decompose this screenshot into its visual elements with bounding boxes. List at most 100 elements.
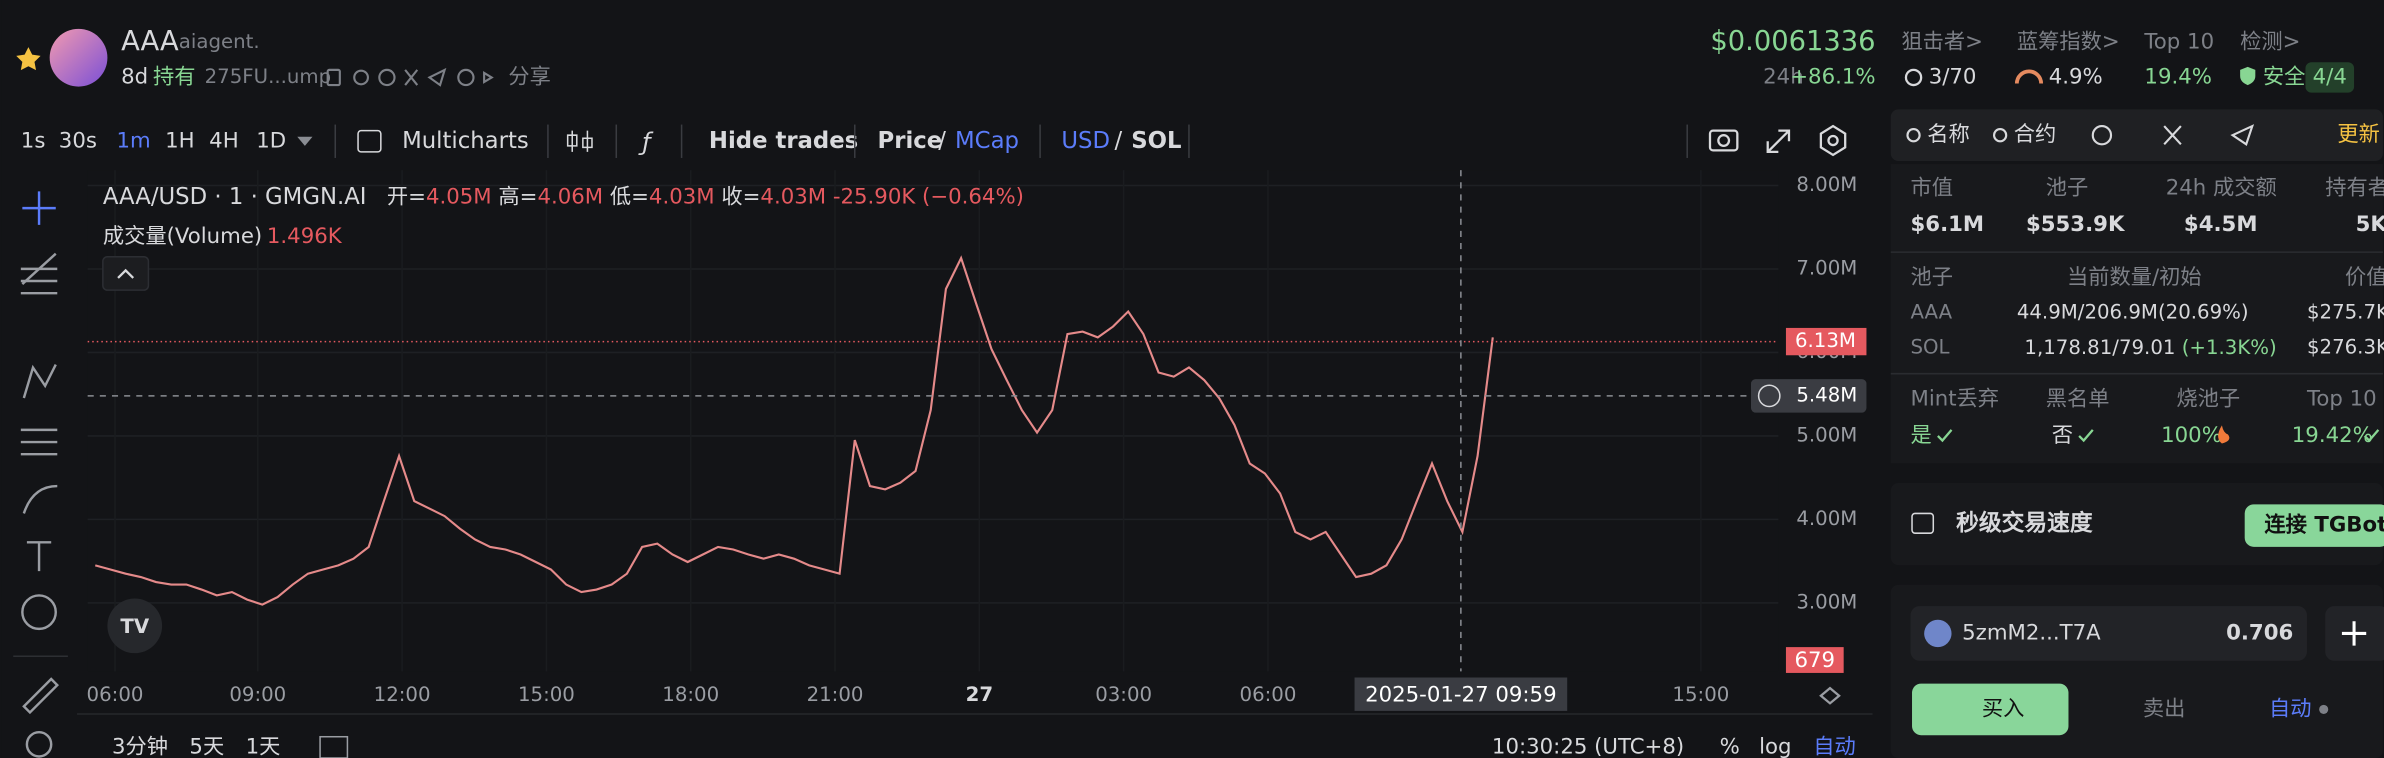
pool-cell: $275.7K (2307, 300, 2384, 323)
shield-icon (2240, 66, 2256, 86)
social-icons[interactable] (326, 67, 494, 87)
y-tick-label: 5.00M (1796, 423, 1857, 446)
check-label: 烧池子 (2176, 387, 2240, 412)
buy-tab[interactable] (1912, 683, 2069, 736)
separator: / (938, 128, 946, 154)
check-value: 19.42% (2292, 423, 2373, 448)
multicharts[interactable]: Multicharts (402, 128, 529, 154)
stat-label: 持有者 (2325, 175, 2384, 200)
tab[interactable]: 名称 (1927, 122, 1970, 147)
hide-trades[interactable]: Hide trades (709, 128, 858, 154)
tab-update[interactable]: 更新 (2337, 122, 2380, 147)
pool-cell: $276.3K (2307, 335, 2384, 358)
favorite-star[interactable] (16, 47, 41, 71)
stat-value: 5K (2356, 212, 2384, 237)
address[interactable]: 275FU...ump (205, 65, 332, 88)
collapse-legend[interactable] (102, 255, 150, 291)
crosshair-price-label: 5.48M (1796, 383, 1857, 406)
range[interactable]: 3分钟 (112, 734, 168, 758)
x-tick-label: 18:00 (662, 683, 719, 706)
pool-cell: AAA (1911, 300, 1953, 323)
interval[interactable]: 1H (165, 128, 194, 153)
share[interactable]: 分享 (508, 64, 551, 89)
stat-label[interactable]: 检测> (2240, 30, 2300, 55)
auto-toggle[interactable]: 自动 (1813, 734, 1856, 758)
x-tick-label: 15:00 (1672, 683, 1729, 706)
x-tick-label: 27 (966, 683, 993, 706)
pool-cell: 1,178.81/79.01 (+1.3K%) (2024, 335, 2276, 358)
usd-toggle[interactable]: USD (1061, 128, 1110, 154)
check-label: Mint丢弃 (1911, 387, 2000, 412)
badge-text: 4/4 (2313, 64, 2347, 89)
x-tick-label: 06:00 (1240, 683, 1297, 706)
sell-tab[interactable]: 卖出 (2143, 696, 2186, 721)
price-line (94, 255, 1494, 606)
pool-change: (+1.3K%) (2182, 335, 2277, 358)
ohlc-label: 收= (721, 184, 760, 209)
tv-logo[interactable] (107, 598, 163, 654)
interval[interactable]: 1D (256, 128, 286, 153)
wallet-balance: 0.706 (2226, 620, 2293, 645)
toolbar-dividers (334, 124, 1688, 158)
tgbot-button[interactable] (2244, 504, 2384, 547)
token-avatar[interactable] (49, 28, 108, 87)
tab[interactable]: 合约 (2014, 122, 2057, 147)
range[interactable]: 5天 (189, 734, 224, 758)
interval[interactable]: 1m (117, 128, 151, 153)
candle-icon[interactable] (566, 130, 593, 152)
pool-cell: 44.9M/206.9M(20.69%) (2017, 300, 2249, 323)
chart-actions[interactable] (1708, 124, 1847, 157)
axis-settings[interactable] (1819, 686, 1841, 705)
dropdown[interactable] (297, 136, 313, 146)
check-value: 是 (1911, 423, 1932, 448)
check-value: 100% (2161, 423, 2222, 448)
x-tick-label: 06:00 (87, 683, 144, 706)
change: +86.1% (1790, 64, 1875, 89)
token-age: 8d (121, 64, 148, 89)
multichart-icon[interactable] (357, 129, 382, 153)
fx-icon[interactable]: ƒ (638, 127, 654, 156)
calendar-icon[interactable] (319, 735, 349, 758)
drawing-tools[interactable] (20, 191, 59, 758)
x-tick-label: 21:00 (807, 683, 864, 706)
y-tick-label: 8.00M (1796, 173, 1857, 196)
price-toggle[interactable]: Price (878, 128, 943, 154)
tgbot-text: 连接 TGBot (2264, 512, 2384, 538)
ohlc-label: 低= (610, 184, 649, 209)
check-value: 否 (2052, 423, 2073, 448)
stat-value: $6.1M (1911, 212, 1985, 237)
log-toggle[interactable]: log (1759, 734, 1791, 758)
crosshair-add (1757, 384, 1781, 408)
interval[interactable]: 4H (209, 128, 239, 153)
wallet-address: 5zmM2...T7A (1962, 620, 2101, 645)
volume-value: 1.496K (267, 224, 343, 249)
crosshair-time-box (1354, 677, 1568, 711)
x-tick-label: 15:00 (518, 683, 575, 706)
token-handle: aiagent. (179, 30, 260, 53)
sol-toggle[interactable]: SOL (1131, 128, 1181, 154)
ohlc-label: 开= (387, 184, 426, 209)
ohlc-value: 4.05M (426, 184, 492, 209)
clock: 10:30:25 (UTC+8) (1492, 734, 1684, 758)
tab-icons[interactable] (1906, 124, 2255, 146)
percent-toggle[interactable]: % (1720, 734, 1740, 758)
wallet-select[interactable] (1910, 606, 2307, 661)
stat-value: 4.9% (2049, 64, 2103, 89)
badge (2305, 62, 2355, 93)
stat-label[interactable]: 蓝筹指数> (2017, 30, 2120, 55)
current-price-label: 6.13M (1795, 329, 1856, 352)
separator: / (1115, 128, 1123, 154)
interval[interactable]: 1s (21, 128, 46, 153)
stat-value: $553.9K (2026, 212, 2126, 237)
mcap-toggle[interactable]: MCap (955, 128, 1019, 154)
range[interactable]: 1天 (246, 734, 281, 758)
stat-label: Top 10 (2143, 30, 2214, 55)
auto-tab[interactable]: 自动 (2269, 696, 2312, 721)
interval[interactable]: 30s (59, 128, 97, 153)
stat-value: 19.4% (2144, 64, 2212, 89)
buy-text: 买入 (1982, 696, 2025, 721)
stat-label[interactable]: 狙击者> (1901, 30, 1983, 55)
sniper-icon (1904, 68, 1923, 87)
check-label: Top 10 (2306, 387, 2377, 412)
